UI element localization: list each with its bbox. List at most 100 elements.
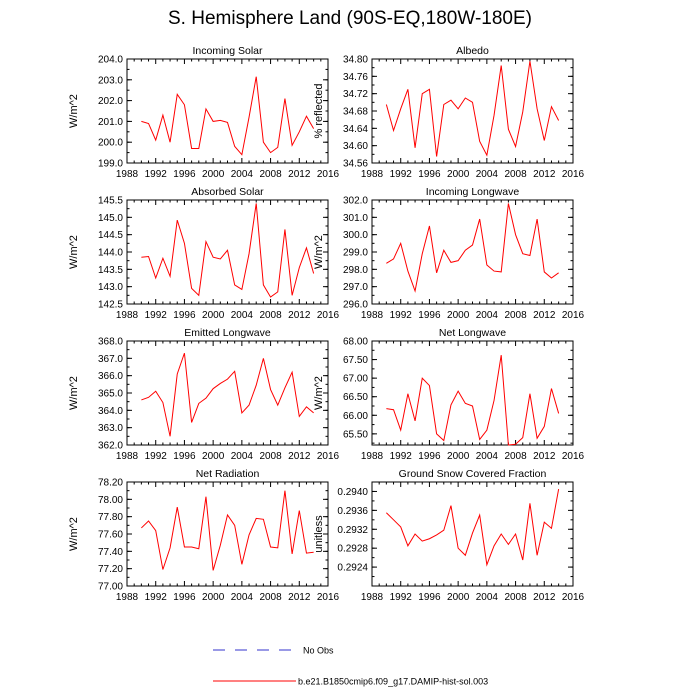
panel-title: Incoming Longwave bbox=[426, 186, 520, 198]
x-tick-label: 2000 bbox=[202, 169, 225, 180]
x-tick-label: 2004 bbox=[231, 451, 254, 462]
x-tick-label: 1996 bbox=[173, 451, 196, 462]
y-tick-label: 65.50 bbox=[343, 429, 368, 440]
y-tick-label: 364.0 bbox=[98, 406, 123, 417]
y-tick-label: 0.2924 bbox=[337, 563, 368, 574]
y-tick-label: 143.5 bbox=[98, 265, 123, 276]
series-line bbox=[386, 489, 560, 567]
y-tick-label: 78.20 bbox=[98, 478, 123, 489]
y-axis-label: W/m^2 bbox=[68, 235, 80, 269]
x-tick-label: 2012 bbox=[533, 169, 556, 180]
series-line bbox=[141, 352, 314, 437]
x-tick-label: 2012 bbox=[288, 451, 311, 462]
y-tick-label: 77.80 bbox=[98, 512, 123, 523]
x-tick-label: 1996 bbox=[173, 592, 196, 603]
x-tick-label: 2004 bbox=[476, 592, 499, 603]
y-tick-label: 67.00 bbox=[343, 374, 368, 385]
y-tick-label: 68.00 bbox=[343, 337, 368, 348]
x-tick-label: 2016 bbox=[562, 169, 585, 180]
plot-frame bbox=[126, 58, 329, 164]
y-tick-label: 297.0 bbox=[343, 282, 368, 293]
panel-2: Absorbed Solar 1988 1992 1996 2000 2004 2008 20… bbox=[68, 186, 340, 321]
x-tick-label: 1988 bbox=[116, 451, 139, 462]
panel-title: Albedo bbox=[456, 45, 489, 57]
x-tick-label: 2000 bbox=[447, 451, 470, 462]
y-tick-label: 142.5 bbox=[98, 300, 123, 311]
x-tick-label: 1992 bbox=[390, 310, 413, 321]
y-tick-label: 199.0 bbox=[98, 159, 123, 170]
y-tick-label: 301.0 bbox=[343, 213, 368, 224]
x-tick-label: 1996 bbox=[173, 310, 196, 321]
x-tick-label: 2004 bbox=[231, 169, 254, 180]
y-tick-label: 200.0 bbox=[98, 138, 123, 149]
x-tick-label: 2012 bbox=[533, 451, 556, 462]
y-axis-label: W/m^2 bbox=[313, 376, 325, 410]
x-tick-label: 1988 bbox=[116, 592, 139, 603]
x-tick-label: 2008 bbox=[504, 169, 527, 180]
y-tick-label: 365.0 bbox=[98, 389, 123, 400]
x-tick-label: 2004 bbox=[476, 169, 499, 180]
x-tick-label: 2016 bbox=[317, 169, 340, 180]
x-tick-label: 2000 bbox=[447, 310, 470, 321]
x-tick-label: 1996 bbox=[418, 310, 441, 321]
x-tick-label: 2008 bbox=[504, 310, 527, 321]
x-tick-label: 2012 bbox=[288, 169, 311, 180]
figure-title: S. Hemisphere Land (90S-EQ,180W-180E) bbox=[168, 8, 532, 29]
y-tick-label: 34.56 bbox=[343, 159, 368, 170]
y-axis-label: unitless bbox=[313, 515, 325, 553]
x-tick-label: 1992 bbox=[145, 310, 168, 321]
x-tick-label: 2016 bbox=[317, 451, 340, 462]
y-tick-label: 296.0 bbox=[343, 300, 368, 311]
x-tick-label: 1996 bbox=[418, 451, 441, 462]
x-tick-label: 1988 bbox=[116, 169, 139, 180]
y-tick-label: 144.5 bbox=[98, 230, 123, 241]
y-tick-label: 0.2928 bbox=[337, 544, 368, 555]
y-tick-label: 202.0 bbox=[98, 96, 123, 107]
y-axis-label: W/m^2 bbox=[68, 94, 80, 128]
x-tick-label: 2016 bbox=[562, 451, 585, 462]
x-tick-label: 2008 bbox=[504, 451, 527, 462]
x-tick-label: 1992 bbox=[390, 451, 413, 462]
y-tick-label: 203.0 bbox=[98, 75, 123, 86]
panel-3: Incoming Longwave 1988 1992 1996 2000 2004 200… bbox=[313, 186, 585, 321]
series-line bbox=[141, 490, 314, 571]
y-tick-label: 201.0 bbox=[98, 117, 123, 128]
y-tick-label: 67.50 bbox=[343, 355, 368, 366]
y-tick-label: 366.0 bbox=[98, 371, 123, 382]
series-line bbox=[386, 355, 560, 446]
series-line bbox=[385, 61, 560, 157]
y-tick-label: 34.68 bbox=[343, 107, 368, 118]
y-tick-label: 77.00 bbox=[98, 582, 123, 593]
x-tick-label: 1992 bbox=[145, 451, 168, 462]
y-tick-label: 0.2936 bbox=[337, 506, 368, 517]
panel-title: Emitted Longwave bbox=[184, 327, 271, 339]
plot-frame bbox=[371, 199, 574, 305]
y-tick-label: 0.2932 bbox=[337, 525, 368, 536]
y-tick-label: 77.40 bbox=[98, 547, 123, 558]
series-line bbox=[141, 203, 315, 298]
y-tick-label: 145.0 bbox=[98, 213, 123, 224]
x-tick-label: 2012 bbox=[533, 310, 556, 321]
y-axis-label: W/m^2 bbox=[68, 376, 80, 410]
panel-0: Incoming Solar 1988 1992 1996 2000 2004 2008 20… bbox=[68, 45, 340, 180]
plot-frame bbox=[126, 481, 329, 587]
series-line bbox=[386, 203, 559, 293]
x-tick-label: 1988 bbox=[361, 169, 384, 180]
y-axis-label: W/m^2 bbox=[313, 235, 325, 269]
y-tick-label: 66.50 bbox=[343, 392, 368, 403]
y-tick-label: 144.0 bbox=[98, 248, 123, 259]
panel-title: Ground Snow Covered Fraction bbox=[399, 468, 547, 480]
y-tick-label: 78.00 bbox=[98, 495, 123, 506]
y-tick-label: 34.64 bbox=[343, 124, 368, 135]
y-axis-label: W/m^2 bbox=[68, 517, 80, 551]
x-tick-label: 1992 bbox=[390, 592, 413, 603]
y-tick-label: 34.80 bbox=[343, 55, 368, 66]
x-tick-label: 2012 bbox=[288, 592, 311, 603]
x-tick-label: 2004 bbox=[476, 310, 499, 321]
x-tick-label: 1988 bbox=[361, 451, 384, 462]
y-tick-label: 0.2940 bbox=[337, 487, 368, 498]
y-tick-label: 298.0 bbox=[343, 265, 368, 276]
x-tick-label: 2000 bbox=[202, 592, 225, 603]
y-tick-label: 34.72 bbox=[343, 89, 368, 100]
